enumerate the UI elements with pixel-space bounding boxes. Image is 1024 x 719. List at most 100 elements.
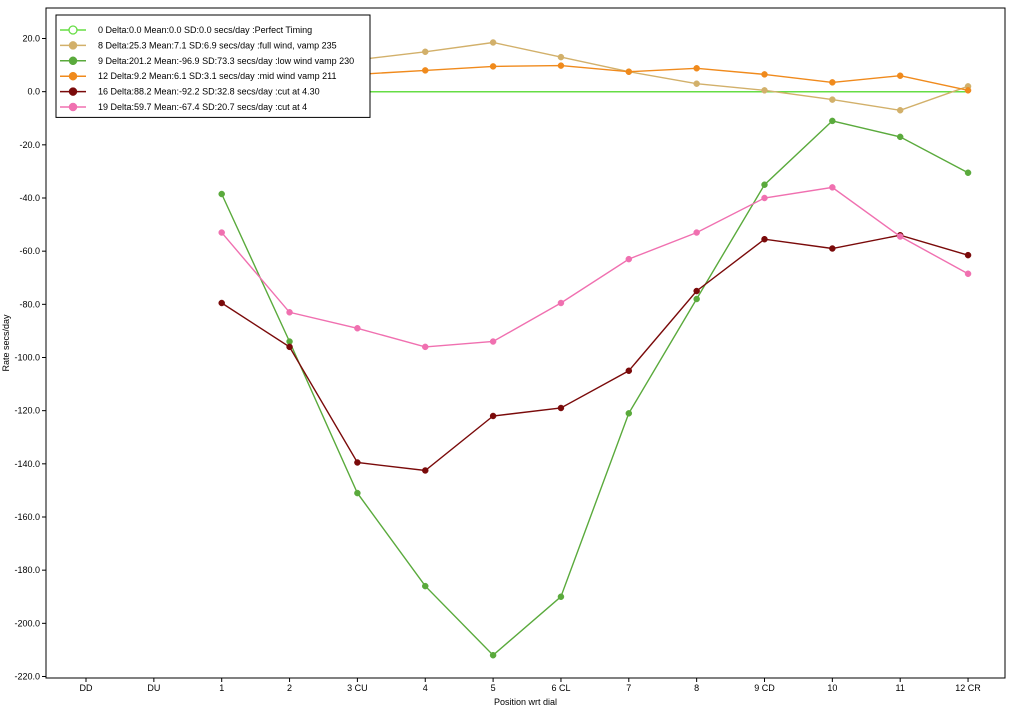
y-tick-label: -140.0	[14, 459, 40, 469]
data-point	[761, 194, 768, 202]
legend-swatch-marker	[68, 87, 78, 96]
y-tick-label: 0.0	[27, 87, 40, 97]
data-point	[422, 48, 429, 56]
data-point	[354, 325, 361, 332]
data-point	[896, 72, 904, 79]
data-point	[354, 459, 361, 466]
legend-item: 12 Delta:9.2 Mean:6.1 SD:3.1 secs/day :m…	[60, 71, 336, 81]
data-point	[354, 489, 361, 497]
y-tick-label: -20.0	[19, 140, 40, 150]
legend-item: 0 Delta:0.0 Mean:0.0 SD:0.0 secs/day :Pe…	[60, 25, 312, 35]
series-4	[218, 231, 972, 474]
plot-frame	[45, 7, 1006, 679]
legend-label: 0 Delta:0.0 Mean:0.0 SD:0.0 secs/day :Pe…	[98, 25, 312, 35]
data-point	[286, 309, 293, 316]
data-point	[761, 235, 768, 243]
data-point	[829, 79, 836, 86]
legend-item: 9 Delta:201.2 Mean:-96.9 SD:73.3 secs/da…	[60, 56, 354, 66]
data-point	[693, 295, 700, 303]
data-point	[489, 63, 497, 70]
series-2	[218, 117, 972, 659]
data-point	[964, 169, 972, 176]
data-point	[557, 593, 565, 600]
legend-label: 16 Delta:88.2 Mean:-92.2 SD:32.8 secs/da…	[98, 87, 320, 97]
legend-item: 19 Delta:59.7 Mean:-67.4 SD:20.7 secs/da…	[60, 102, 307, 112]
data-point	[829, 184, 836, 191]
y-tick-label: -100.0	[14, 352, 40, 362]
series-layer	[86, 39, 972, 659]
data-point	[422, 582, 429, 590]
data-point	[489, 412, 497, 420]
x-tick-label: DU	[147, 683, 160, 693]
y-tick-label: -220.0	[14, 671, 40, 681]
data-point	[693, 229, 700, 236]
x-tick-label: 5	[491, 683, 496, 693]
data-point	[964, 87, 972, 94]
data-point	[693, 80, 700, 87]
data-point	[693, 287, 700, 295]
legend-swatch-marker	[68, 25, 78, 35]
data-point	[218, 190, 225, 198]
legend-label: 8 Delta:25.3 Mean:7.1 SD:6.9 secs/day :f…	[98, 40, 337, 50]
data-point	[625, 255, 633, 263]
legend: 0 Delta:0.0 Mean:0.0 SD:0.0 secs/day :Pe…	[55, 14, 371, 118]
y-tick-label: -80.0	[19, 299, 40, 309]
legend-item: 8 Delta:25.3 Mean:7.1 SD:6.9 secs/day :f…	[60, 40, 337, 50]
x-axis-title: Position wrt dial	[494, 697, 557, 707]
x-tick-label: 9 CD	[754, 683, 775, 693]
data-point	[557, 62, 565, 69]
x-tick-label: 3 CU	[347, 683, 368, 693]
legend-swatch-marker	[68, 71, 78, 81]
x-tick-label: 4	[423, 683, 428, 693]
series-1	[286, 39, 972, 114]
data-point	[557, 53, 565, 61]
data-point	[218, 229, 225, 236]
x-tick-label: 1	[219, 683, 224, 693]
legend-label: 9 Delta:201.2 Mean:-96.9 SD:73.3 secs/da…	[98, 56, 354, 66]
series-3	[286, 62, 972, 94]
series-5	[218, 184, 972, 351]
x-tick-label: 6 CL	[551, 683, 570, 693]
data-point	[693, 65, 700, 72]
data-point	[557, 299, 565, 307]
series-line	[221, 234, 969, 472]
series-line	[289, 41, 969, 112]
data-point	[557, 404, 565, 412]
y-tick-label: -180.0	[14, 565, 40, 575]
data-point	[489, 338, 497, 345]
data-point	[422, 67, 429, 74]
legend-item: 16 Delta:88.2 Mean:-92.2 SD:32.8 secs/da…	[60, 87, 320, 97]
data-point	[829, 96, 836, 103]
data-point	[964, 270, 972, 278]
x-tick-label: DD	[80, 683, 93, 693]
y-tick-label: -120.0	[14, 406, 40, 416]
data-point	[218, 299, 225, 307]
data-point	[625, 410, 633, 417]
series-line	[221, 186, 969, 348]
legend-swatch-marker	[68, 56, 78, 66]
data-point	[829, 245, 836, 252]
y-tick-label: 20.0	[22, 34, 40, 44]
data-point	[896, 107, 904, 114]
data-point	[625, 367, 633, 375]
data-point	[489, 651, 497, 659]
x-tick-label: 11	[896, 683, 905, 693]
data-point	[829, 117, 836, 125]
y-tick-label: -160.0	[14, 512, 40, 522]
x-tick-label: 7	[626, 683, 631, 693]
data-point	[964, 251, 972, 259]
y-tick-label: -40.0	[19, 193, 40, 203]
data-point	[761, 87, 768, 94]
data-point	[286, 343, 293, 351]
data-point	[625, 68, 633, 75]
data-point	[422, 343, 429, 351]
axes: 20.0 0.0 -20.0 -40.0 -60.0 -80.0 -100.0 -120.0 -…	[1, 7, 1006, 707]
data-point	[896, 133, 904, 141]
x-tick-label: 8	[694, 683, 699, 693]
x-tick-label: 10	[827, 683, 837, 693]
y-tick-label: -60.0	[19, 246, 40, 256]
y-axis-title: Rate secs/day	[1, 314, 11, 372]
series-line	[221, 120, 969, 657]
